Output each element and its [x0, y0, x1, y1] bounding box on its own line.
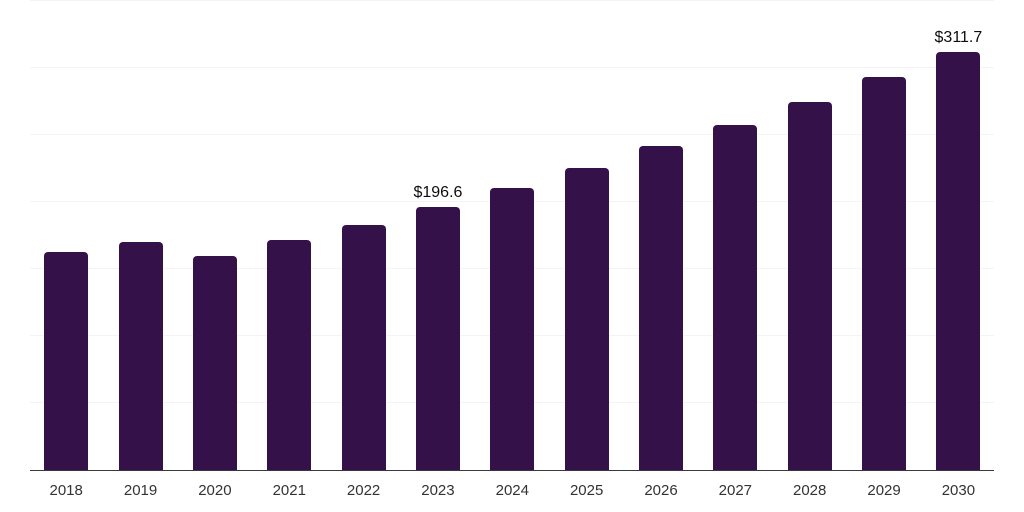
bar-2024	[490, 187, 535, 470]
x-tick-label-2024: 2024	[495, 482, 529, 499]
bar-2022	[341, 225, 386, 470]
bar-2028	[787, 101, 832, 470]
bar-2030	[936, 52, 981, 470]
x-tick-label-2023: 2023	[421, 482, 455, 499]
bar-2018	[44, 252, 89, 470]
x-tick-label-2025: 2025	[569, 482, 604, 499]
x-tick-label-2030: 2030	[941, 482, 976, 499]
bar-2021	[267, 240, 312, 470]
x-tick-label-2026: 2026	[644, 482, 678, 499]
bar-value-label-2023: $196.6	[413, 183, 463, 201]
bar-value-label-2030: $311.7	[934, 29, 983, 47]
gridline	[30, 0, 994, 1]
bar-2019	[118, 241, 163, 470]
x-tick-label-2020: 2020	[198, 482, 232, 499]
x-tick-label-2021: 2021	[272, 482, 306, 499]
gridline	[30, 134, 994, 135]
x-tick-label-2019: 2019	[123, 482, 158, 499]
x-tick-label-2028: 2028	[793, 482, 827, 499]
bar-2027	[713, 124, 758, 470]
bar-2026	[639, 145, 683, 470]
bar-2023	[415, 206, 460, 470]
x-tick-label-2029: 2029	[867, 482, 901, 499]
bar-2029	[862, 77, 907, 470]
bar-2025	[564, 168, 609, 470]
x-tick-label-2018: 2018	[49, 482, 83, 499]
gridline	[30, 67, 994, 68]
plot-area: $196.6 $311.7	[30, 0, 994, 471]
x-tick-label-2022: 2022	[346, 482, 381, 499]
bar-2020	[192, 256, 237, 470]
x-tick-label-2027: 2027	[718, 482, 753, 499]
